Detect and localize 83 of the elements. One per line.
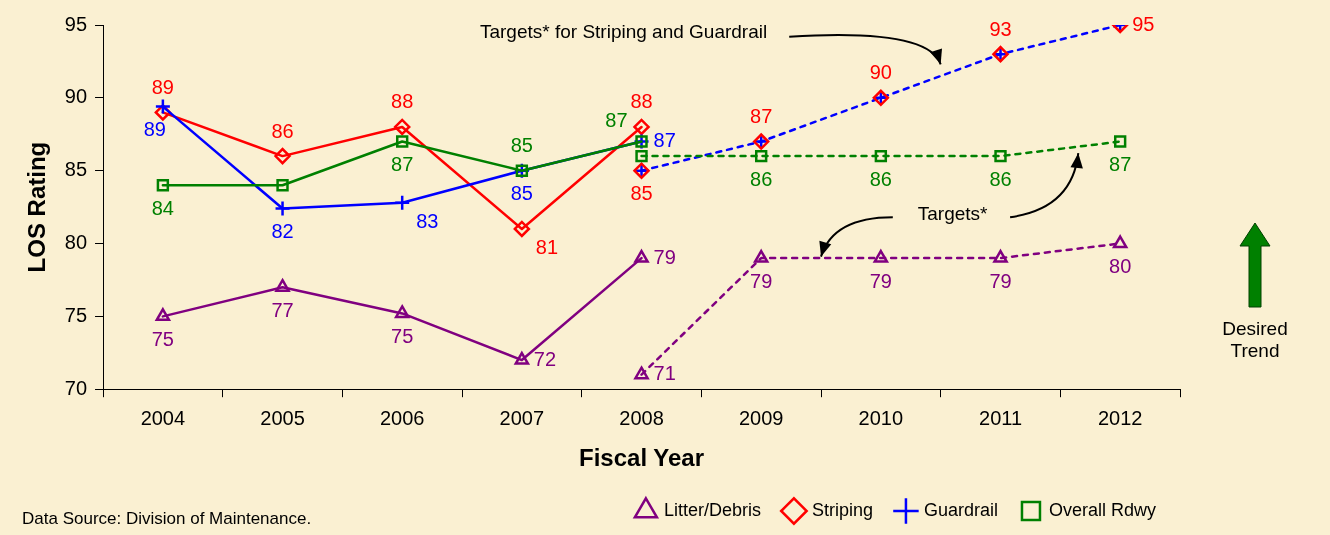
point [514, 351, 530, 365]
x-tick-label: 2005 [260, 406, 305, 429]
data-label: 86 [869, 167, 892, 190]
data-label: 79 [653, 245, 676, 268]
data-label: 75 [391, 324, 414, 347]
x-tick-label: 2011 [979, 406, 1023, 429]
x-tick-label: 2012 [1097, 406, 1143, 429]
data-label: 87 [653, 129, 676, 152]
point [154, 98, 172, 115]
point [156, 179, 170, 192]
data-label: 87 [391, 153, 414, 176]
data-label: 85 [630, 182, 653, 205]
point [874, 149, 888, 163]
text: Desired Trend [1222, 318, 1288, 361]
point [634, 366, 649, 380]
point [275, 278, 290, 292]
point [633, 118, 650, 136]
x-tick-label: 2008 [619, 406, 664, 429]
data-label: 88 [630, 90, 653, 113]
point [393, 194, 411, 211]
y-tick-label: 80 [64, 231, 88, 254]
data-label: 90 [869, 61, 892, 84]
point [873, 249, 889, 263]
source-note: Data Source: Division of Maintenance. [22, 508, 312, 528]
x-tick-label: 2006 [379, 406, 425, 429]
data-label: 79 [989, 269, 1012, 292]
x-tick-label: 2007 [499, 406, 545, 429]
data-label: 86 [750, 167, 773, 190]
point [1112, 235, 1128, 249]
data-label: 85 [510, 134, 533, 157]
y-tick-label: 75 [64, 303, 88, 326]
y-axis-title: LOS Rating [23, 141, 51, 273]
data-label: 79 [750, 269, 773, 292]
data-label: 86 [989, 167, 1012, 190]
data-label: 89 [143, 118, 166, 141]
point [1113, 135, 1127, 148]
data-label: 83 [416, 210, 439, 233]
data-label: 85 [510, 182, 533, 205]
x-tick-label: 2010 [858, 406, 904, 429]
data-label: 79 [869, 269, 892, 292]
y-tick-label: 70 [64, 376, 88, 399]
data-label: 87 [1109, 153, 1132, 176]
data-label: 87 [605, 109, 628, 132]
point [994, 149, 1007, 163]
data-label: 71 [653, 362, 676, 385]
point [393, 118, 411, 136]
x-axis-title: Fiscal Year [579, 444, 705, 472]
point [274, 200, 291, 217]
legend-label: Litter/Debris [663, 499, 761, 520]
data-label: 77 [271, 298, 294, 321]
y-tick-label: 95 [64, 12, 88, 35]
point [276, 179, 289, 192]
point [753, 249, 769, 263]
legend-label: Striping [811, 499, 873, 520]
x-tick-label: 2009 [738, 406, 784, 429]
point [155, 308, 171, 322]
point [394, 305, 410, 319]
data-label: 86 [271, 119, 294, 142]
annotation: Targets* [917, 202, 989, 224]
y-tick-label: 90 [64, 85, 88, 108]
legend-label: Guardrail [923, 499, 998, 520]
data-label: 88 [391, 90, 414, 113]
data-label: 72 [533, 347, 557, 370]
data-label: 81 [535, 236, 559, 259]
legend-label: Overall Rdwy [1048, 499, 1157, 520]
data-label: 93 [989, 17, 1012, 40]
point [274, 147, 291, 165]
data-label: 87 [750, 105, 773, 128]
data-label: 80 [1109, 255, 1132, 278]
y-tick-label: 85 [64, 158, 88, 181]
point [513, 220, 531, 238]
annotation: Targets* for Striping and Guardrail [479, 20, 768, 42]
data-label: 84 [151, 196, 174, 219]
data-label: 82 [271, 220, 294, 243]
point [635, 149, 648, 163]
data-label: 95 [1132, 12, 1155, 35]
point [993, 249, 1008, 263]
point [754, 149, 768, 163]
point [634, 249, 649, 263]
data-label: 75 [151, 327, 174, 350]
point [396, 135, 409, 148]
data-label: 89 [151, 75, 174, 98]
x-tick-label: 2004 [140, 406, 186, 429]
